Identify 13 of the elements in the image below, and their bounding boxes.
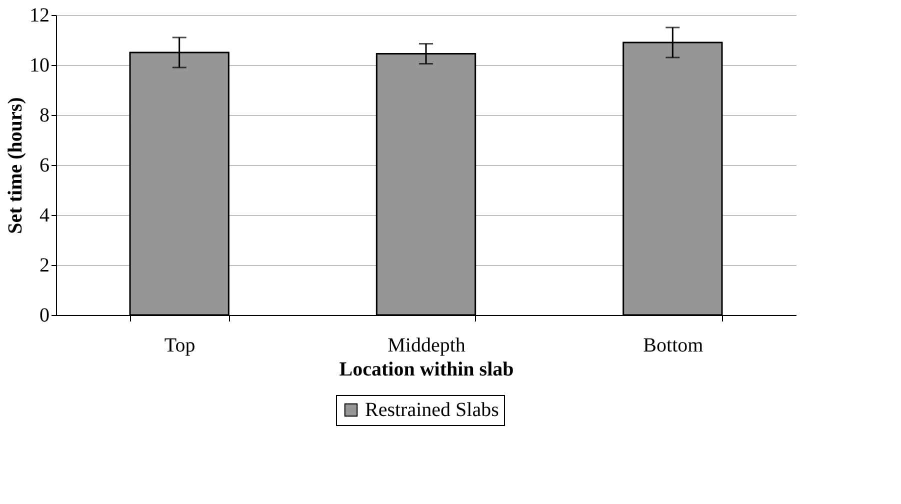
y-tick-label: 8 xyxy=(40,104,50,126)
x-axis-title: Location within slab xyxy=(339,358,514,380)
y-tick-label: 6 xyxy=(40,154,50,176)
y-tick-label: 4 xyxy=(40,204,50,226)
x-tick-label: Top xyxy=(164,334,196,356)
y-tick-label: 2 xyxy=(40,254,50,276)
y-tick-label: 12 xyxy=(30,4,50,26)
x-tick-label: Bottom xyxy=(643,334,704,356)
y-axis-title: Set time (hours) xyxy=(4,97,26,234)
y-tick-label: 10 xyxy=(30,54,50,76)
y-tick-label: 0 xyxy=(40,304,50,326)
legend-label: Restrained Slabs xyxy=(365,399,500,421)
x-tick-label: Middepth xyxy=(388,334,466,356)
